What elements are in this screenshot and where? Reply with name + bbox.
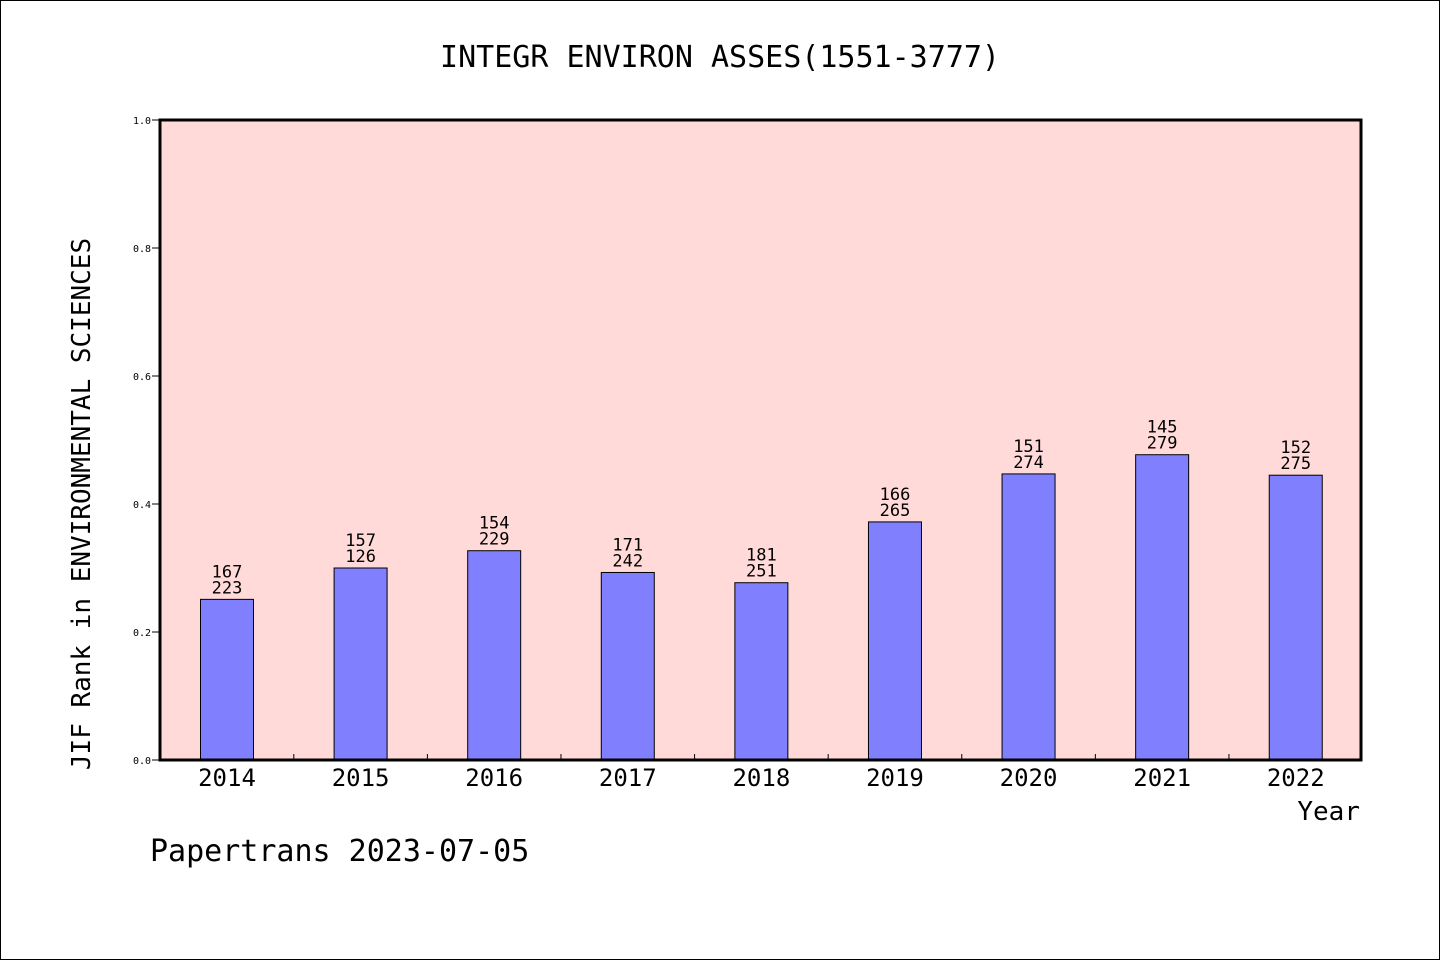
x-axis-label: Year (1297, 797, 1360, 827)
x-tick-label: 2017 (599, 764, 657, 792)
bar-total-label: 229 (479, 530, 510, 550)
y-axis-label: JIF Rank in ENVIRONMENTAL SCIENCES (67, 238, 97, 770)
bar-total-label: 279 (1147, 434, 1178, 454)
bar-total-label: 265 (880, 501, 911, 521)
bar-rank-label: 154 (479, 514, 510, 534)
plot-border (158, 118, 1363, 762)
bar-rank-label: 167 (212, 562, 243, 582)
bar (1135, 454, 1190, 761)
x-tick-label: 2022 (1267, 764, 1325, 792)
bar-total-label: 251 (746, 562, 777, 582)
y-tick-label: 0.2 (133, 628, 151, 639)
x-tick-label: 2021 (1133, 764, 1191, 792)
y-tick-label: 0.8 (133, 244, 151, 255)
bar-total-label: 275 (1280, 454, 1311, 474)
bar (1268, 474, 1323, 761)
chart-title: INTEGR ENVIRON ASSES(1551-3777) (440, 40, 1000, 75)
x-tick-label: 2020 (1000, 764, 1058, 792)
bar (1001, 473, 1056, 761)
bar-rank-label: 166 (880, 485, 911, 505)
bar-total-label: 274 (1013, 453, 1044, 473)
x-tick-label: 2014 (198, 764, 256, 792)
x-tick-label: 2016 (465, 764, 523, 792)
bar-total-label: 126 (345, 547, 376, 567)
bar (867, 521, 922, 761)
bar-rank-label: 181 (746, 546, 777, 566)
bar (200, 598, 254, 761)
y-tick-label: 0.6 (133, 372, 151, 383)
bar-rank-label: 171 (612, 535, 643, 555)
bar (734, 582, 789, 761)
x-tick-label: 2019 (866, 764, 924, 792)
bar-rank-label: 152 (1280, 438, 1311, 458)
y-tick-label: 1.0 (133, 116, 151, 127)
bar-total-label: 223 (212, 578, 243, 598)
bar (467, 550, 522, 761)
bar-rank-label: 145 (1147, 418, 1178, 438)
bar (333, 567, 388, 761)
bar-rank-label: 157 (345, 531, 376, 551)
footer-credit: Papertrans 2023-07-05 (150, 834, 530, 869)
bar (600, 571, 655, 761)
bar-total-label: 242 (612, 551, 643, 571)
bar-rank-label: 151 (1013, 437, 1044, 457)
x-tick-label: 2018 (732, 764, 790, 792)
x-tick-label: 2015 (332, 764, 390, 792)
y-tick-label: 0.4 (133, 500, 151, 511)
y-tick-label: 0.0 (133, 756, 151, 767)
